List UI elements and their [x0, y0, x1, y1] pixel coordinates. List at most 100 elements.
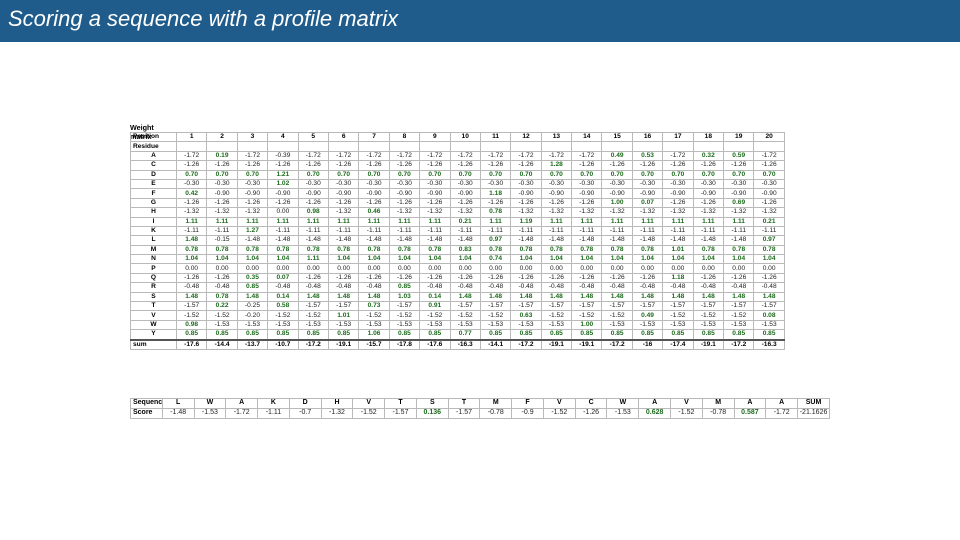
weight-cell: 0.70	[175, 169, 208, 180]
residue-label-cell: P	[130, 263, 177, 274]
empty-cell	[540, 141, 573, 152]
weight-cell: -1.26	[358, 197, 390, 209]
weight-cell: 1.02	[267, 178, 299, 190]
weight-cell: 1.18	[662, 272, 694, 284]
weight-cell: 0.00	[297, 263, 329, 274]
weight-cell: 0.00	[358, 263, 390, 274]
weight-cell: -0.90	[723, 188, 755, 199]
weight-cell: -0.39	[267, 150, 299, 162]
weight-cell: 1.04	[571, 254, 603, 265]
column-sum-cell: -19.1	[327, 338, 360, 350]
weight-cell: -1.26	[540, 272, 573, 284]
weight-cell: 0.70	[236, 169, 269, 180]
weight-cell: 0.78	[206, 291, 238, 303]
weight-cell: 1.19	[510, 216, 542, 227]
matrix-row: F 0.42 -0.90 -0.90 -0.90 -0.90 -0.90 -0.90 -0.90…	[130, 188, 785, 199]
position-header: 11	[479, 131, 512, 143]
matrix-row: Q -1.26 -1.26 0.35 0.07 -1.26 -1.26 -1.26 -1.26-…	[130, 272, 785, 284]
weight-cell: -1.26	[236, 197, 269, 209]
weight-cell: -1.53	[601, 319, 633, 331]
weight-cell: -1.26	[206, 160, 238, 171]
weight-cell: -1.52	[206, 310, 238, 321]
weight-cell: -1.53	[449, 319, 481, 331]
weight-cell: -1.11	[175, 225, 208, 237]
weight-cell: -1.26	[631, 272, 664, 284]
weight-cell: 1.48	[327, 291, 360, 303]
weight-cell: 0.53	[631, 150, 664, 162]
weight-cell: 0.85	[236, 282, 269, 293]
sequence-residue: K	[257, 398, 290, 409]
weight-cell: 0.85	[236, 329, 269, 341]
weight-cell: -1.48	[327, 235, 360, 246]
weight-cell: -0.15	[206, 235, 238, 246]
weight-cell: 0.21	[449, 216, 481, 227]
weight-cell: -1.53	[358, 319, 390, 331]
weight-cell: -1.48	[723, 235, 755, 246]
weight-cell: -1.26	[358, 272, 390, 284]
column-sum-cell: -16	[631, 338, 664, 350]
weight-cell: 0.78	[175, 244, 208, 256]
sum-label: sum	[130, 338, 177, 350]
weight-cell: 0.69	[723, 197, 755, 209]
weight-cell: -1.26	[510, 272, 542, 284]
empty-cell	[297, 141, 329, 152]
score-row: Score -1.48 -1.53 -1.72 -1.11 -0.7 -1.32 -1.52-…	[130, 408, 830, 419]
weight-cell: 0.70	[479, 169, 512, 180]
weight-cell: -1.26	[449, 272, 481, 284]
weight-cell: 0.78	[419, 244, 451, 256]
column-sum-cell: -16.3	[449, 338, 481, 350]
empty-cell	[358, 141, 390, 152]
weight-cell: -0.48	[327, 282, 360, 293]
residue-label-cell: D	[130, 169, 177, 180]
column-sum-cell: -19.1	[540, 338, 573, 350]
weight-cell: -1.52	[479, 310, 512, 321]
sequence-residue: T	[447, 398, 481, 409]
weight-cell: -0.30	[540, 178, 573, 190]
matrix-row: C -1.26 -1.26 -1.26 -1.26 -1.26 -1.26 -1.26 -1.2…	[130, 160, 785, 171]
weight-cell: 0.85	[175, 329, 208, 341]
weight-cell: -1.26	[479, 197, 512, 209]
weight-cell: 0.70	[601, 169, 633, 180]
weight-cell: 0.14	[267, 291, 299, 303]
weight-cell: 0.00	[175, 263, 208, 274]
weight-cell: -1.11	[540, 225, 573, 237]
weight-cell: 1.11	[388, 216, 421, 227]
weight-cell: 1.04	[449, 254, 481, 265]
residue-label-cell: K	[130, 225, 177, 237]
weight-cell: -0.20	[236, 310, 269, 321]
weight-cell: 0.46	[358, 207, 390, 218]
weight-cell: -1.26	[601, 272, 633, 284]
weight-cell: -1.26	[601, 160, 633, 171]
weight-cell: -1.11	[388, 225, 421, 237]
residue-label-cell: G	[130, 197, 177, 209]
weight-cell: -1.57	[540, 301, 573, 312]
weight-cell: -1.26	[692, 197, 725, 209]
weight-cell: -1.32	[662, 207, 694, 218]
matrix-row: K -1.11 -1.11 1.27 -1.11 -1.11 -1.11 -1.11 -1.11…	[130, 225, 785, 237]
weight-cell: -1.32	[631, 207, 664, 218]
weight-cell: -1.48	[540, 235, 573, 246]
position-header: 14	[571, 131, 603, 143]
weight-cell: 0.85	[631, 329, 664, 341]
weight-cell: 0.70	[662, 169, 694, 180]
weight-cell: 0.07	[267, 272, 299, 284]
weight-cell: -1.32	[692, 207, 725, 218]
weight-cell: -1.72	[540, 150, 573, 162]
residue-label-cell: Y	[130, 329, 177, 341]
weight-cell: -1.52	[662, 310, 694, 321]
weight-cell: -1.53	[419, 319, 451, 331]
weight-cell: -1.26	[358, 160, 390, 171]
weight-cell: 0.91	[419, 301, 451, 312]
weight-cell: 0.78	[358, 244, 390, 256]
position-header: 13	[540, 131, 573, 143]
weight-cell: -1.53	[327, 319, 360, 331]
score-cell: -1.72	[225, 408, 259, 419]
residue-label-cell: R	[130, 282, 177, 293]
weight-cell: 0.00	[449, 263, 481, 274]
weight-cell: -1.11	[479, 225, 512, 237]
position-header: 5	[297, 131, 329, 143]
column-sum-cell: -15.7	[358, 338, 390, 350]
weight-cell: 0.78	[388, 244, 421, 256]
weight-cell: 0.70	[540, 169, 573, 180]
weight-cell: 0.85	[267, 329, 299, 341]
